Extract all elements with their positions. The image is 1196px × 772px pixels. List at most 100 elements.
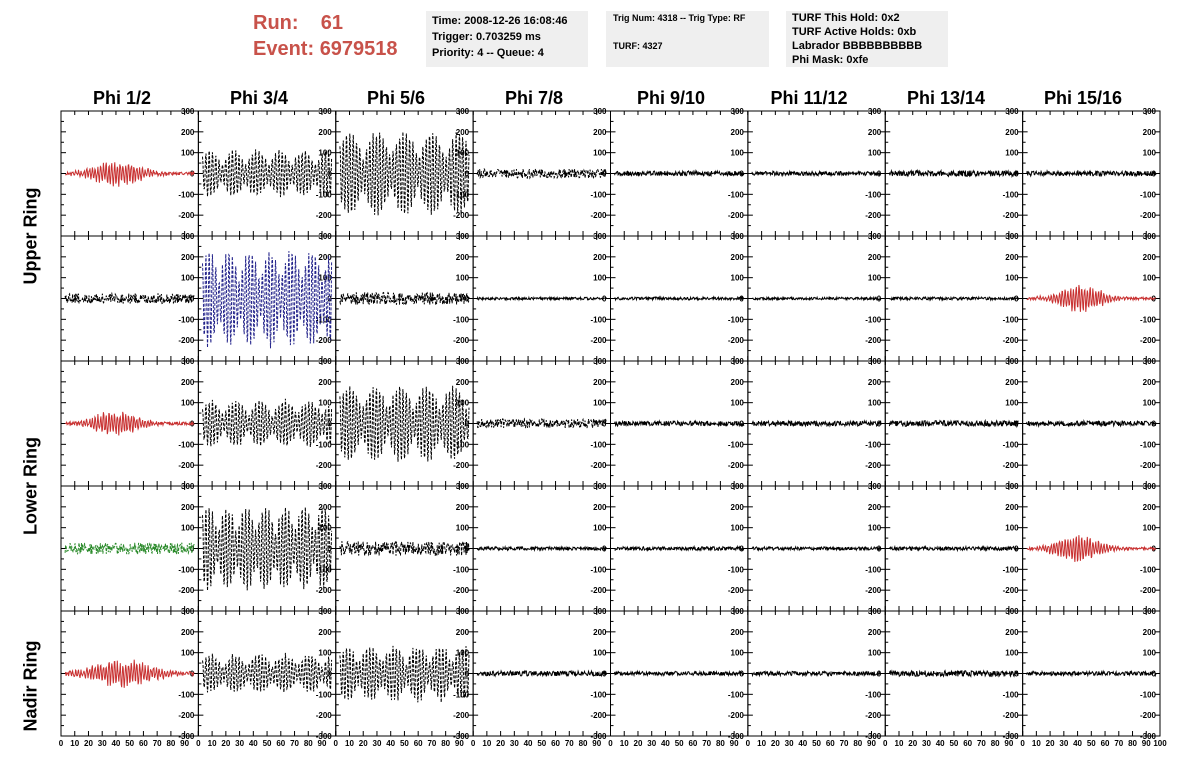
y-tick-label: -100 [728, 315, 745, 324]
y-tick-label: 200 [731, 378, 745, 387]
y-tick-label: 100 [593, 524, 607, 533]
run-value: 61 [320, 12, 344, 34]
waveform-trace [64, 411, 195, 436]
y-tick-label: -100 [1003, 440, 1020, 449]
y-tick-label: 200 [318, 378, 332, 387]
x-tick-label: 70 [565, 739, 574, 748]
priority-text: Priority: 4 -- Queue: 4 [432, 47, 544, 59]
y-tick-label: 300 [1005, 232, 1019, 241]
panel-r1-c0: -200 -100 0 100 200 300 [60, 232, 199, 362]
y-tick-label: 0 [602, 295, 607, 304]
y-tick-label: -100 [316, 440, 333, 449]
x-tick-label: 10 [345, 739, 354, 748]
y-tick-label: 300 [181, 232, 195, 241]
event-row: Event: 6979518 [253, 36, 398, 62]
x-tick-label: 40 [524, 739, 533, 748]
x-tick-label: 50 [949, 739, 958, 748]
x-tick-label: 50 [812, 739, 821, 748]
y-tick-label: -100 [1003, 690, 1020, 699]
y-tick-label: -200 [316, 211, 333, 220]
waveform-trace [889, 544, 1019, 553]
y-tick-label: 100 [456, 524, 470, 533]
x-tick-label: 0 [883, 739, 888, 748]
y-tick-label: -100 [178, 440, 195, 449]
waveform-trace [476, 544, 607, 553]
y-tick-label: -100 [316, 690, 333, 699]
y-tick-label: 300 [181, 357, 195, 366]
x-tick-label: 50 [263, 739, 272, 748]
x-tick-label: 40 [936, 739, 945, 748]
waveform-trace [65, 162, 195, 187]
y-tick-label: 200 [181, 628, 195, 637]
waveform-trace [476, 167, 607, 180]
y-tick-label: 100 [1005, 649, 1019, 658]
y-tick-label: -200 [453, 336, 470, 345]
y-tick-label: 300 [1005, 607, 1019, 616]
y-tick-label: 200 [868, 628, 882, 637]
y-tick-label: 100 [1143, 149, 1157, 158]
y-tick-label: -300 [1140, 732, 1157, 741]
labrador-text: Labrador BBBBBBBBBB [792, 40, 923, 52]
x-tick-label: 10 [895, 739, 904, 748]
y-tick-label: 100 [1143, 649, 1157, 658]
column-label-phi-1-2: Phi 1/2 [92, 88, 152, 108]
y-tick-label: 100 [1143, 524, 1157, 533]
y-tick-label: -200 [865, 211, 882, 220]
y-tick-label: 300 [1143, 232, 1157, 241]
y-tick-label: 200 [181, 253, 195, 262]
y-tick-label: 200 [456, 253, 470, 262]
y-tick-label: -300 [1003, 732, 1020, 741]
y-tick-label: 0 [602, 420, 607, 429]
y-tick-label: 100 [868, 274, 882, 283]
waveform-trace [1026, 419, 1157, 428]
x-tick-label: 0 [608, 739, 613, 748]
y-tick-label: -100 [1140, 440, 1157, 449]
y-tick-label: 200 [1143, 378, 1157, 387]
time-text: Time: 2008-12-26 16:08:46 [432, 15, 568, 27]
y-tick-label: 100 [318, 399, 332, 408]
y-tick-label: -200 [590, 711, 607, 720]
run-label: Run: [253, 12, 299, 34]
y-tick-label: -100 [178, 315, 195, 324]
turf-info-box: TURF This Hold: 0x2 TURF Active Holds: 0… [786, 11, 948, 67]
y-tick-label: 300 [868, 232, 882, 241]
panel-r1-c2: -200 -100 0 100 200 300 [335, 232, 474, 362]
y-tick-label: -300 [728, 732, 745, 741]
run-row: Run: 61 [253, 10, 398, 36]
y-tick-label: 200 [868, 378, 882, 387]
y-tick-label: 300 [731, 482, 745, 491]
y-tick-label: 200 [318, 128, 332, 137]
y-tick-label: 0 [465, 170, 470, 179]
event-value: 6979518 [319, 38, 398, 60]
x-tick-label: 60 [963, 739, 972, 748]
x-tick-label: 0 [1020, 739, 1025, 748]
y-tick-label: -200 [316, 336, 333, 345]
x-tick-label: 50 [125, 739, 134, 748]
x-tick-label: 90 [1004, 739, 1013, 748]
y-tick-label: 300 [181, 482, 195, 491]
x-tick-label: 30 [647, 739, 656, 748]
x-tick-label: 60 [1101, 739, 1110, 748]
y-tick-label: -300 [865, 732, 882, 741]
y-tick-label: 100 [731, 524, 745, 533]
x-tick-label: 60 [551, 739, 560, 748]
y-tick-label: -300 [453, 732, 470, 741]
y-tick-label: -100 [1140, 190, 1157, 199]
waveform-trace [202, 149, 333, 198]
y-tick-label: 200 [1143, 253, 1157, 262]
x-tick-label: 40 [798, 739, 807, 748]
y-tick-label: 200 [456, 503, 470, 512]
y-tick-label: 300 [456, 357, 470, 366]
waveform-trace [751, 295, 882, 302]
waveform-trace [476, 669, 607, 678]
